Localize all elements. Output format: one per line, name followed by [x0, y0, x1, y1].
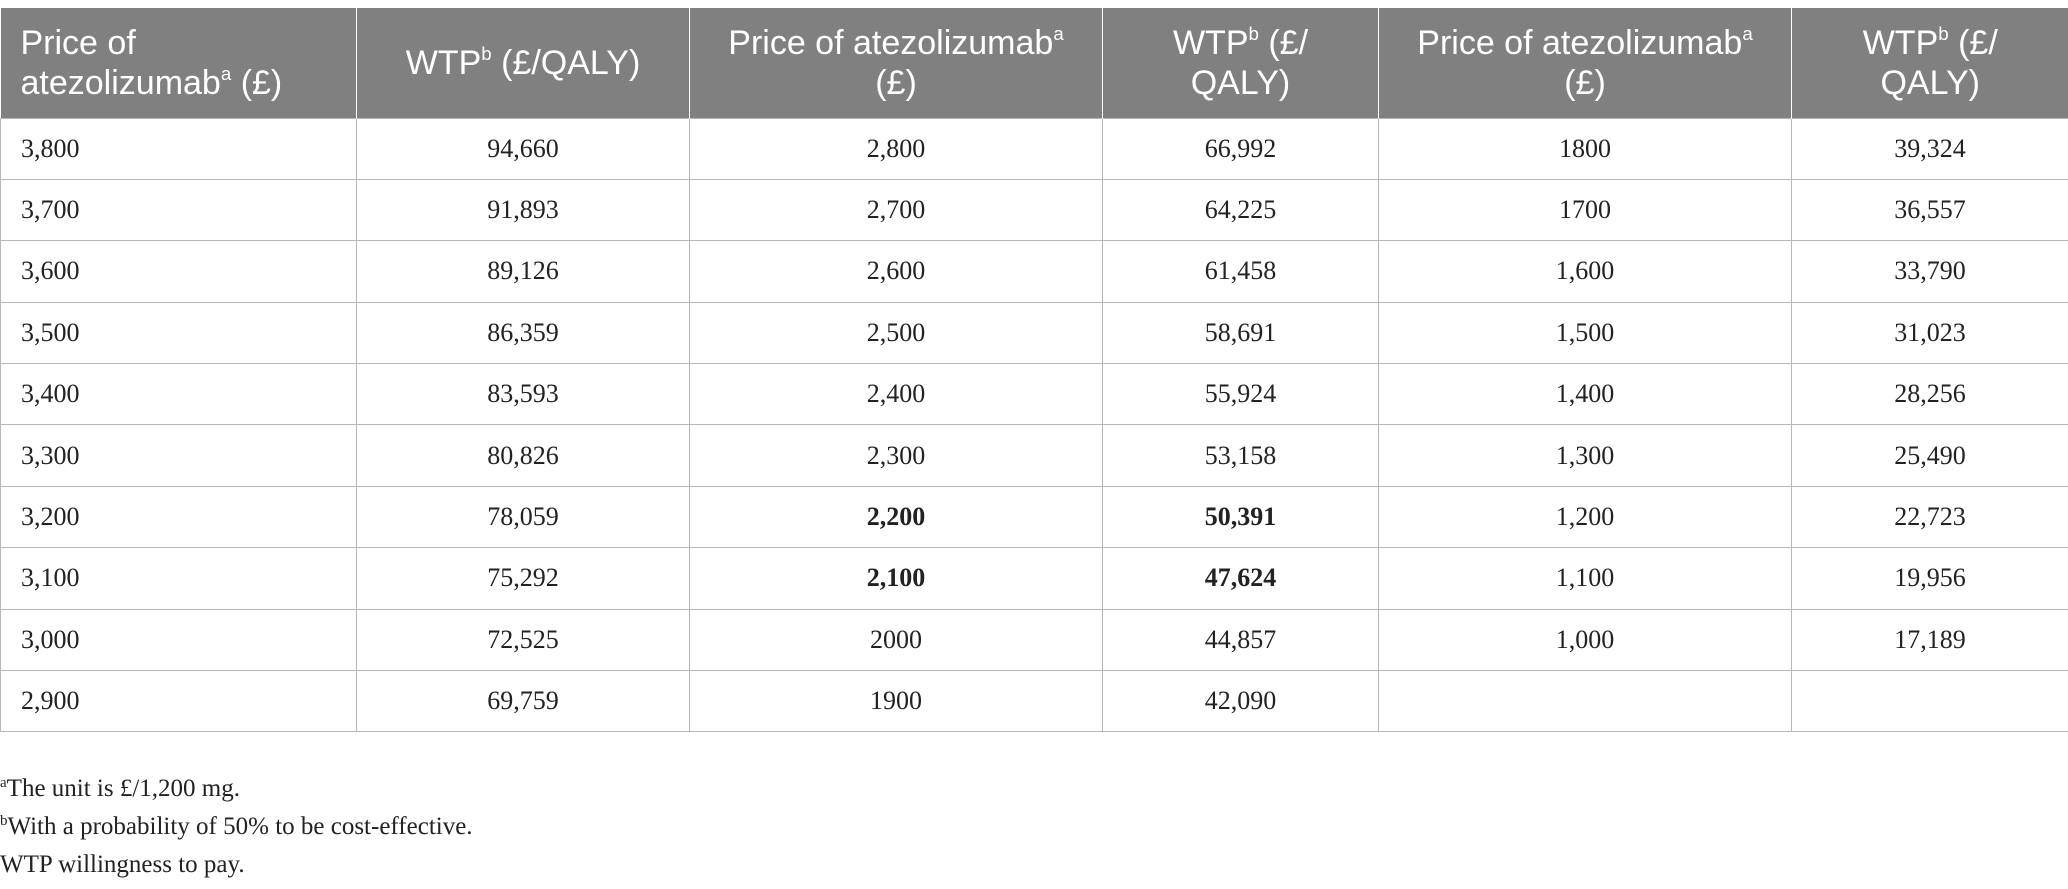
table-cell: 2,800	[689, 117, 1103, 180]
table-cell: 1,300	[1378, 424, 1792, 487]
table-cell: 22,723	[1791, 485, 2068, 549]
table-cell: 1,200	[1378, 485, 1792, 549]
table-cell-empty	[1378, 670, 1792, 733]
header-cell-price-1: Price of atezolizumaba (£)	[0, 8, 357, 118]
table-cell: 25,490	[1791, 424, 2068, 487]
header-cell-price-2: Price of atezolizumaba (£)	[689, 8, 1103, 118]
table-cell: 2,300	[689, 424, 1103, 487]
table-cell: 89,126	[356, 240, 690, 303]
table-cell: 78,059	[356, 485, 690, 549]
table-cell: 19,956	[1791, 547, 2068, 610]
table-cell: 91,893	[356, 178, 690, 242]
table-cell: 1,100	[1378, 547, 1792, 610]
table-header: Price of atezolizumaba (£) WTPb (£/QALY)…	[0, 8, 2068, 118]
table-cell: 64,225	[1102, 178, 1379, 242]
table-cell: 86,359	[356, 301, 690, 365]
table-footnotes: aThe unit is £/1,200 mg. bWith a probabi…	[0, 770, 473, 884]
price-wtp-table: Price of atezolizumaba (£) WTPb (£/QALY)…	[0, 8, 2068, 733]
table-row: 3,400 83,593 2,400 55,924 1,400 28,256	[0, 363, 2068, 426]
table-cell: 2,700	[689, 178, 1103, 242]
table-cell: 83,593	[356, 363, 690, 426]
table-cell: 1900	[689, 670, 1103, 733]
table-cell: 1800	[1378, 117, 1792, 180]
table-row: 3,500 86,359 2,500 58,691 1,500 31,023	[0, 301, 2068, 365]
table-cell: 3,400	[0, 363, 357, 426]
table-cell: 3,500	[0, 301, 357, 365]
table-row: 3,600 89,126 2,600 61,458 1,600 33,790	[0, 240, 2068, 303]
table-cell-highlighted: 2,100	[689, 547, 1103, 610]
table-cell-empty	[1791, 670, 2068, 733]
data-table-container: Price of atezolizumaba (£) WTPb (£/QALY)…	[0, 8, 2068, 733]
table-row: 3,100 75,292 2,100 47,624 1,100 19,956	[0, 547, 2068, 610]
header-cell-price-3: Price of atezolizumaba (£)	[1378, 8, 1792, 118]
header-cell-wtp-1: WTPb (£/QALY)	[356, 8, 690, 118]
table-cell: 28,256	[1791, 363, 2068, 426]
table-cell: 3,300	[0, 424, 357, 487]
footnote-a: aThe unit is £/1,200 mg.	[0, 775, 240, 802]
table-row: 3,000 72,525 2000 44,857 1,000 17,189	[0, 608, 2068, 672]
table-cell: 2,400	[689, 363, 1103, 426]
table-cell: 36,557	[1791, 178, 2068, 242]
table-cell: 31,023	[1791, 301, 2068, 365]
table-cell: 42,090	[1102, 670, 1379, 733]
table-cell: 3,200	[0, 485, 357, 549]
table-cell: 3,600	[0, 240, 357, 303]
table-cell: 94,660	[356, 117, 690, 180]
table-cell: 66,992	[1102, 117, 1379, 180]
table-body: 3,800 94,660 2,800 66,992 1800 39,324 3,…	[0, 117, 2068, 733]
table-cell: 80,826	[356, 424, 690, 487]
table-cell: 1,400	[1378, 363, 1792, 426]
table-cell: 75,292	[356, 547, 690, 610]
table-cell: 1,500	[1378, 301, 1792, 365]
table-row: 3,200 78,059 2,200 50,391 1,200 22,723	[0, 485, 2068, 549]
footnote-b: bWith a probability of 50% to be cost-ef…	[0, 813, 473, 840]
table-cell: 2000	[689, 608, 1103, 672]
table-cell: 3,100	[0, 547, 357, 610]
header-cell-wtp-3: WTPb (£/ QALY)	[1791, 8, 2068, 118]
table-cell: 1,000	[1378, 608, 1792, 672]
table-row: 2,900 69,759 1900 42,090	[0, 670, 2068, 733]
table-row: 3,700 91,893 2,700 64,225 1700 36,557	[0, 178, 2068, 242]
table-cell-highlighted: 50,391	[1102, 485, 1379, 549]
table-cell: 3,700	[0, 178, 357, 242]
table-cell: 39,324	[1791, 117, 2068, 180]
table-cell: 3,800	[0, 117, 357, 180]
table-cell-highlighted: 47,624	[1102, 547, 1379, 610]
header-row: Price of atezolizumaba (£) WTPb (£/QALY)…	[0, 8, 2068, 118]
header-cell-wtp-2: WTPb (£/ QALY)	[1102, 8, 1379, 118]
table-cell: 2,900	[0, 670, 357, 733]
table-cell: 17,189	[1791, 608, 2068, 672]
table-cell: 55,924	[1102, 363, 1379, 426]
table-row: 3,800 94,660 2,800 66,992 1800 39,324	[0, 117, 2068, 180]
table-cell: 44,857	[1102, 608, 1379, 672]
table-cell: 2,500	[689, 301, 1103, 365]
table-cell: 3,000	[0, 608, 357, 672]
table-cell: 33,790	[1791, 240, 2068, 303]
table-row: 3,300 80,826 2,300 53,158 1,300 25,490	[0, 424, 2068, 487]
table-cell: 69,759	[356, 670, 690, 733]
table-cell: 1,600	[1378, 240, 1792, 303]
table-cell: 72,525	[356, 608, 690, 672]
table-cell: 2,600	[689, 240, 1103, 303]
table-cell: 1700	[1378, 178, 1792, 242]
table-cell: 53,158	[1102, 424, 1379, 487]
table-cell: 58,691	[1102, 301, 1379, 365]
table-cell: 61,458	[1102, 240, 1379, 303]
table-cell-highlighted: 2,200	[689, 485, 1103, 549]
footnote-abbreviation: WTP willingness to pay.	[0, 851, 245, 878]
